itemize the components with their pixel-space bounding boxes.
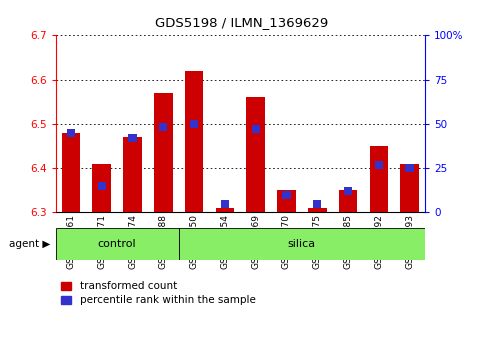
Bar — [128, 134, 137, 142]
Bar — [154, 93, 172, 212]
Bar — [400, 164, 419, 212]
Bar — [221, 200, 229, 207]
Bar — [246, 97, 265, 212]
Text: silica: silica — [288, 239, 316, 249]
Bar — [98, 182, 106, 190]
Bar — [185, 71, 203, 212]
Bar — [123, 137, 142, 212]
Bar — [179, 228, 425, 260]
Bar — [339, 190, 357, 212]
Text: control: control — [98, 239, 136, 249]
Bar — [67, 129, 75, 137]
Bar — [215, 208, 234, 212]
Bar — [283, 191, 291, 199]
Bar — [190, 120, 198, 128]
Bar — [56, 228, 179, 260]
Bar — [375, 161, 383, 169]
Bar — [277, 190, 296, 212]
Bar — [406, 164, 414, 172]
Text: agent ▶: agent ▶ — [9, 239, 51, 249]
Bar — [159, 124, 168, 131]
Text: GDS5198 / ILMN_1369629: GDS5198 / ILMN_1369629 — [155, 16, 328, 29]
Legend: transformed count, percentile rank within the sample: transformed count, percentile rank withi… — [61, 281, 256, 306]
Bar — [92, 164, 111, 212]
Bar — [369, 146, 388, 212]
Bar — [252, 125, 260, 133]
Bar — [308, 208, 327, 212]
Bar — [344, 187, 352, 195]
Bar — [313, 200, 321, 207]
Bar — [62, 133, 80, 212]
